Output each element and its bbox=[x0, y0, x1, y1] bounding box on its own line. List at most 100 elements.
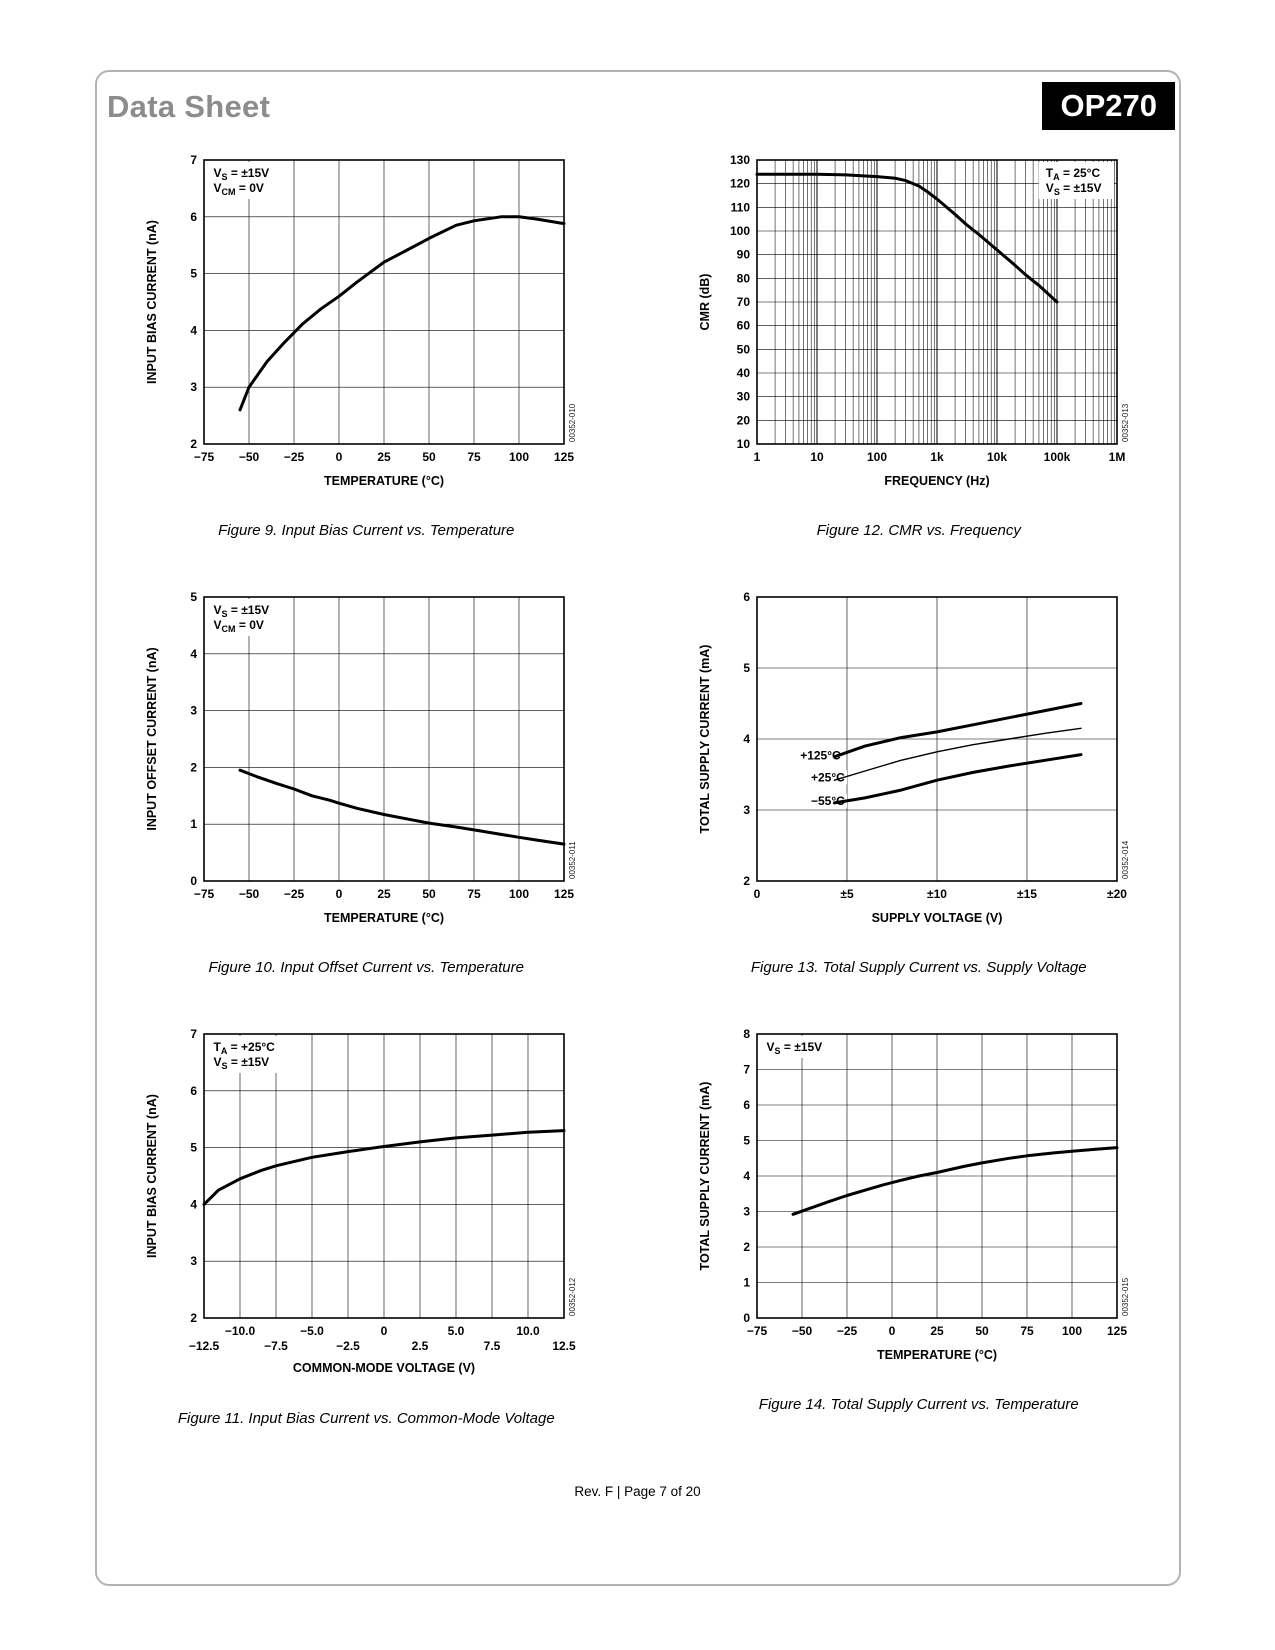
figure-11-x-tick: 10.0 bbox=[517, 1324, 541, 1338]
figure-10-x-tick: 25 bbox=[378, 887, 392, 901]
figure-9-caption: Figure 9. Input Bias Current vs. Tempera… bbox=[218, 522, 515, 539]
figure-12-y-tick: 100 bbox=[730, 224, 750, 238]
figure-10-chart: −75 −50 −25 0 25 50 75 100 125 0 1 2 3 4 5 TEMPERATURE … bbox=[142, 583, 590, 950]
figure-10-x-tick: 0 bbox=[336, 887, 343, 901]
figure-9-x-tick: 50 bbox=[423, 450, 437, 464]
figure-14-x-tick: −25 bbox=[837, 1324, 858, 1338]
page-footer: Rev. F | Page 7 of 20 bbox=[0, 1484, 1275, 1499]
figure-11-y-axis-title: INPUT BIAS CURRENT (nA) bbox=[145, 1094, 159, 1258]
figure-10-x-tick: −25 bbox=[284, 887, 305, 901]
figure-13-x-tick: ±10 bbox=[927, 887, 947, 901]
figure-9-x-tick: 125 bbox=[554, 450, 574, 464]
figure-9-y-tick: 6 bbox=[191, 210, 198, 224]
figure-10-y-tick: 4 bbox=[191, 647, 198, 661]
figure-11-y-tick: 4 bbox=[191, 1197, 198, 1211]
figure-14-annotation-bg bbox=[759, 1036, 835, 1058]
figure-11-x-tick: 0 bbox=[381, 1324, 388, 1338]
figure-14-y-tick: 8 bbox=[743, 1027, 750, 1041]
figure-11-y-tick: 6 bbox=[191, 1084, 198, 1098]
figure-12-caption: Figure 12. CMR vs. Frequency bbox=[816, 522, 1021, 539]
figure-13-x-tick: 0 bbox=[753, 887, 760, 901]
figure-11-x-tick: −2.5 bbox=[336, 1339, 360, 1353]
figure-9-x-tick: 100 bbox=[509, 450, 529, 464]
figure-12-y-tick: 130 bbox=[730, 153, 750, 167]
figure-13-grid bbox=[756, 596, 1118, 882]
figure-10-x-tick: −50 bbox=[239, 887, 260, 901]
figure-9-x-tick: −25 bbox=[284, 450, 305, 464]
figure-12-svg: 1 10 100 1k 10k 100k 1M10203040506070809010011… bbox=[698, 153, 1130, 488]
figure-14-x-tick: 50 bbox=[975, 1324, 989, 1338]
figure-12-plot-border bbox=[755, 159, 1118, 445]
figure-13-series-1 bbox=[833, 727, 1082, 781]
figure-12-y-tick: 70 bbox=[736, 295, 750, 309]
figure-13-series-0 bbox=[832, 702, 1083, 759]
figure-9-series-0 bbox=[238, 215, 566, 412]
figure-12-annotation-line: VS = ±15V bbox=[1046, 181, 1102, 197]
figure-9-x-tick: −50 bbox=[239, 450, 260, 464]
figure-14-plot-border bbox=[755, 1033, 1118, 1319]
figure-14-svg: −75 −50 −25 0 25 50 75 100 125 0 1 2 3 4 5 6 7 8 TEMPERATU… bbox=[698, 1027, 1130, 1362]
figure-11-y-tick: 7 bbox=[191, 1027, 198, 1041]
figure-12-y-tick: 40 bbox=[736, 366, 750, 380]
figure-11-caption: Figure 11. Input Bias Current vs. Common… bbox=[177, 1410, 555, 1427]
figure-12-x-axis-title: FREQUENCY (Hz) bbox=[884, 474, 989, 488]
figure-9-y-tick: 3 bbox=[191, 380, 198, 394]
figure-12-y-tick: 10 bbox=[736, 437, 750, 451]
doc-type-title: Data Sheet bbox=[107, 89, 271, 124]
figure-12-annotation-line: TA = 25°C bbox=[1046, 166, 1101, 182]
figure-11-x-tick: 2.5 bbox=[412, 1339, 429, 1353]
figure-10-y-tick: 3 bbox=[191, 704, 198, 718]
figure-11-annotation-line: VS = ±15V bbox=[214, 1055, 270, 1071]
figure-14-x-tick: 100 bbox=[1062, 1324, 1082, 1338]
figure-11-annotation-line: TA = +25°C bbox=[214, 1040, 276, 1056]
figure-14-y-axis-title: TOTAL SUPPLY CURRENT (mA) bbox=[698, 1082, 712, 1271]
figure-12-y-tick: 60 bbox=[736, 319, 750, 333]
figure-12-y-tick: 20 bbox=[736, 413, 750, 427]
figure-12-y-tick: 30 bbox=[736, 390, 750, 404]
figure-9-y-tick: 5 bbox=[191, 267, 198, 281]
figure-13-series-2 bbox=[832, 753, 1083, 805]
figure-9-grid bbox=[203, 159, 565, 445]
figure-14-y-tick: 6 bbox=[743, 1098, 750, 1112]
figure-11-series-0 bbox=[202, 1129, 566, 1206]
figure-11-x-tick: −7.5 bbox=[264, 1339, 288, 1353]
figure-10-y-axis-title: INPUT OFFSET CURRENT (nA) bbox=[145, 647, 159, 830]
figure-12-x-tick: 10 bbox=[810, 450, 824, 464]
figure-14-chart: −75 −50 −25 0 25 50 75 100 125 0 1 2 3 4 5 6 7 8 TEMPERATU… bbox=[695, 1020, 1143, 1387]
figure-9-svg: −75 −50 −25 0 25 50 75 100 125 2 3 4 5 6 7 TEMPERATURE … bbox=[145, 153, 577, 488]
figure-13-y-axis-title: TOTAL SUPPLY CURRENT (mA) bbox=[698, 645, 712, 834]
figure-13-series-label: +125°C bbox=[800, 748, 841, 762]
figure-13-x-tick: ±20 bbox=[1107, 887, 1127, 901]
figure-14-x-tick: 0 bbox=[888, 1324, 895, 1338]
figure-14-y-tick: 3 bbox=[743, 1205, 750, 1219]
figure-12-x-tick: 1M bbox=[1108, 450, 1125, 464]
figure-10-code: 00352-011 bbox=[568, 841, 577, 879]
figure-9-x-tick: 0 bbox=[336, 450, 343, 464]
part-number-badge: OP270 bbox=[1042, 82, 1175, 130]
figure-9-plot-border bbox=[203, 159, 566, 445]
figure-9-y-tick: 7 bbox=[191, 153, 198, 167]
figure-9: −75 −50 −25 0 25 50 75 100 125 2 3 4 5 6 7 TEMPERATURE … bbox=[142, 146, 590, 539]
figure-11-y-tick: 3 bbox=[191, 1254, 198, 1268]
figure-13-caption: Figure 13. Total Supply Current vs. Supp… bbox=[750, 959, 1087, 976]
figure-11-x-tick: 5.0 bbox=[448, 1324, 465, 1338]
figure-13-x-tick: ±5 bbox=[840, 887, 854, 901]
figure-13-x-axis-title: SUPPLY VOLTAGE (V) bbox=[871, 911, 1002, 925]
figure-10-y-tick: 5 bbox=[191, 590, 198, 604]
figure-12-x-tick: 1 bbox=[753, 450, 760, 464]
figure-10-plot-border bbox=[203, 596, 566, 882]
figure-13-y-tick: 6 bbox=[743, 590, 750, 604]
figure-14-y-tick: 0 bbox=[743, 1311, 750, 1325]
figure-14-series-0 bbox=[791, 1146, 1119, 1216]
charts-grid: −75 −50 −25 0 25 50 75 100 125 2 3 4 5 6 7 TEMPERATURE … bbox=[118, 146, 1167, 1427]
figure-12-code: 00352-013 bbox=[1121, 403, 1130, 442]
figure-11-plot-border bbox=[203, 1033, 566, 1319]
figure-9-y-axis-title: INPUT BIAS CURRENT (nA) bbox=[145, 220, 159, 384]
figure-9-y-tick: 4 bbox=[191, 323, 198, 337]
figure-11-x-tick: −5.0 bbox=[300, 1324, 324, 1338]
figure-14-y-tick: 2 bbox=[743, 1240, 750, 1254]
figure-10-x-tick: 50 bbox=[423, 887, 437, 901]
figure-11-annotation-bg bbox=[206, 1036, 289, 1073]
figure-10-x-tick: −75 bbox=[194, 887, 215, 901]
